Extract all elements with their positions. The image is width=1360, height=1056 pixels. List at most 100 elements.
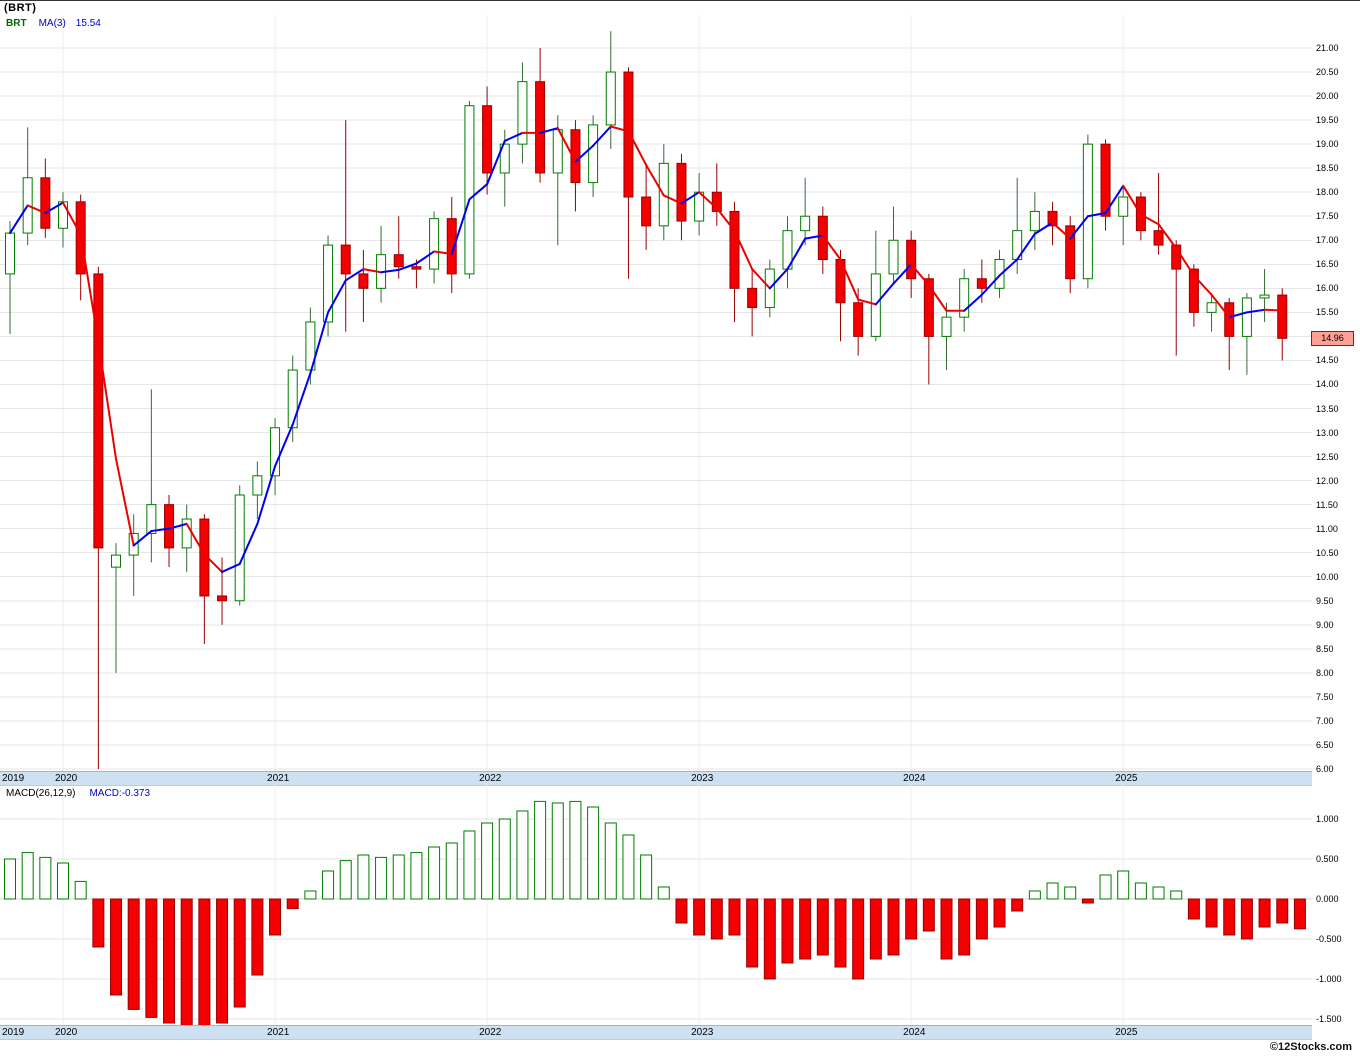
- macd-bar-negative: [975, 898, 988, 940]
- price-tick-label: 10.50: [1316, 547, 1339, 558]
- macd-bar-negative: [1276, 898, 1289, 924]
- price-tick-label: 9.50: [1316, 595, 1334, 606]
- macd-bar-positive: [498, 818, 511, 900]
- macd-plot: [0, 785, 1312, 1025]
- candle-up: [994, 258, 1005, 289]
- candle-down: [817, 215, 828, 260]
- candle-up: [234, 494, 245, 602]
- ma-segment: [804, 234, 824, 240]
- symbol-title: (BRT): [4, 2, 37, 14]
- macd-bar-negative: [869, 898, 882, 960]
- macd-tick-label: -1.000: [1316, 974, 1342, 984]
- ma-segment: [503, 131, 524, 142]
- ma-segment: [592, 125, 612, 147]
- ma-segment: [839, 258, 860, 301]
- year-label: 2024: [903, 1027, 926, 1038]
- year-label: 2019: [2, 1027, 25, 1038]
- price-tick-label: 17.50: [1316, 211, 1339, 222]
- ma-segment: [1210, 293, 1231, 319]
- candle-down: [340, 244, 351, 275]
- macd-bar-positive: [322, 870, 335, 900]
- macd-bar-negative: [1293, 898, 1306, 930]
- macd-bar-negative: [286, 898, 299, 910]
- ma-segment: [1157, 223, 1178, 250]
- candle-up: [252, 475, 263, 496]
- ma-segment: [768, 268, 789, 290]
- macd-bar-negative: [958, 898, 971, 956]
- macd-bar-positive: [516, 810, 529, 900]
- macd-bar-positive: [392, 854, 405, 900]
- year-label: 2020: [55, 1027, 78, 1038]
- price-tick-label: 14.50: [1316, 355, 1339, 366]
- price-tick-label: 6.50: [1316, 739, 1334, 750]
- ma-segment: [168, 522, 188, 530]
- candle-down: [729, 210, 740, 289]
- macd-bar-positive: [410, 852, 423, 900]
- candle-up: [1082, 143, 1093, 280]
- price-tick-label: 14.00: [1316, 379, 1339, 390]
- price-tick-label: 12.50: [1316, 451, 1339, 462]
- ma-segment: [274, 423, 294, 468]
- macd-bar-negative: [781, 898, 794, 964]
- candle-down: [93, 273, 104, 549]
- candle-up: [941, 316, 952, 337]
- ma-segment: [1192, 274, 1213, 296]
- ma-segment: [680, 191, 701, 205]
- macd-bar-positive: [622, 834, 635, 900]
- candle-up: [270, 427, 281, 477]
- ma-segment: [309, 311, 330, 375]
- macd-bar-negative: [1258, 898, 1271, 928]
- candle-up: [58, 201, 69, 229]
- macd-bar-positive: [604, 822, 617, 900]
- price-xaxis-strip: 2019 2020 2021 2022 2023 2024 2025: [0, 771, 1312, 786]
- price-legend: BRT MA(3) 15.54: [6, 18, 101, 29]
- macd-bar-positive: [57, 862, 70, 900]
- price-tick-label: 7.50: [1316, 691, 1334, 702]
- candle-down: [1188, 268, 1199, 313]
- ma-segment: [980, 274, 1001, 296]
- ma-segment: [733, 229, 754, 271]
- macd-bars: [4, 800, 1306, 1025]
- macd-bar-negative: [163, 898, 176, 1024]
- price-tick-label: 18.50: [1316, 163, 1339, 174]
- year-label: 2019: [2, 773, 25, 784]
- macd-bar-positive: [357, 854, 370, 900]
- ma-segment: [344, 268, 365, 282]
- ma-segment: [327, 279, 347, 314]
- candle-down: [217, 595, 228, 602]
- candle-down: [676, 162, 687, 222]
- macd-bar-negative: [675, 898, 688, 924]
- candle-down: [641, 196, 652, 227]
- legend-ma-label: MA(3): [38, 18, 66, 29]
- candle-down: [411, 266, 422, 270]
- ma-segment: [433, 250, 453, 255]
- ma-line: [9, 125, 1284, 573]
- ma-segment: [627, 130, 648, 166]
- ma-segment: [998, 258, 1019, 277]
- candle-up: [111, 554, 122, 568]
- ma-segment: [574, 144, 595, 163]
- candle-down: [40, 177, 51, 229]
- macd-bar-positive: [1170, 890, 1183, 900]
- candle-down: [1153, 230, 1164, 246]
- price-tick-label: 7.00: [1316, 715, 1334, 726]
- macd-bar-negative: [746, 898, 759, 968]
- macd-bar-negative: [728, 898, 741, 936]
- macd-bar-negative: [993, 898, 1006, 928]
- candle-up: [323, 244, 334, 323]
- macd-bar-positive: [1046, 882, 1059, 900]
- macd-tick-label: 0.000: [1316, 894, 1339, 904]
- macd-legend-value: MACD:-0.373: [89, 788, 151, 799]
- year-label: 2024: [903, 773, 926, 784]
- candle-down: [711, 191, 722, 212]
- macd-bar-positive: [481, 822, 494, 900]
- candle-down: [482, 105, 493, 174]
- year-label: 2021: [267, 773, 290, 784]
- ma-segment: [1016, 232, 1036, 261]
- ma-segment: [715, 207, 736, 232]
- macd-bar-positive: [1099, 874, 1112, 900]
- macd-bar-negative: [905, 898, 918, 940]
- candle-down: [570, 129, 581, 184]
- candle-up: [1118, 196, 1129, 217]
- macd-bar-negative: [852, 898, 865, 980]
